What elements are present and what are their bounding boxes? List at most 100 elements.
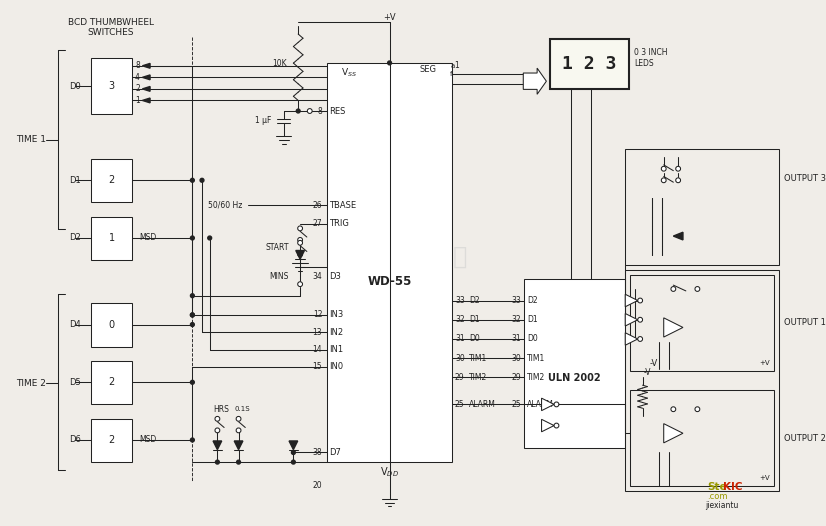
Text: 14: 14 [312, 345, 322, 354]
Circle shape [191, 313, 194, 317]
Polygon shape [142, 75, 150, 80]
Text: D1: D1 [527, 315, 538, 324]
Text: RES: RES [329, 107, 345, 116]
Text: TRIG: TRIG [329, 219, 349, 228]
Text: 1: 1 [135, 96, 140, 105]
Text: V$_{SS}$: V$_{SS}$ [341, 66, 358, 79]
Text: TIM1: TIM1 [527, 353, 545, 363]
Text: .com: .com [707, 492, 728, 501]
Circle shape [676, 166, 681, 171]
Text: D6: D6 [69, 436, 81, 444]
Text: TBASE: TBASE [329, 201, 356, 210]
Text: D3: D3 [329, 272, 341, 281]
Polygon shape [664, 318, 683, 337]
Text: 34: 34 [312, 272, 322, 281]
Polygon shape [213, 441, 221, 450]
Text: 30: 30 [455, 353, 465, 363]
Text: 13: 13 [312, 328, 322, 337]
Text: 2: 2 [135, 84, 140, 94]
Text: 31: 31 [512, 335, 521, 343]
Polygon shape [142, 64, 150, 68]
Circle shape [307, 108, 312, 114]
Text: OUTPUT 3: OUTPUT 3 [784, 174, 826, 183]
Circle shape [671, 407, 676, 412]
Text: 38: 38 [312, 448, 322, 457]
Bar [92, 58, 132, 114]
Circle shape [662, 178, 666, 183]
Circle shape [297, 282, 302, 287]
Text: 1: 1 [454, 62, 458, 70]
Text: BCD THUMBWHEEL
SWITCHES: BCD THUMBWHEEL SWITCHES [68, 18, 154, 37]
Text: D2: D2 [469, 296, 480, 305]
Text: 30: 30 [511, 353, 521, 363]
Circle shape [638, 317, 643, 322]
Text: 33: 33 [455, 296, 465, 305]
Text: 2: 2 [108, 175, 115, 185]
Polygon shape [235, 441, 243, 450]
Text: 26: 26 [312, 201, 322, 210]
Text: D0: D0 [469, 335, 480, 343]
Polygon shape [664, 423, 683, 443]
Text: a: a [450, 63, 454, 69]
Text: 0.1S: 0.1S [235, 406, 250, 412]
Circle shape [671, 287, 676, 291]
Text: 20: 20 [312, 481, 322, 490]
Text: HRS: HRS [214, 404, 230, 414]
Polygon shape [673, 232, 683, 240]
Text: 1: 1 [108, 233, 115, 243]
Circle shape [297, 240, 302, 245]
Bar [92, 419, 132, 462]
Text: 1 2 3: 1 2 3 [563, 55, 617, 73]
Text: IN2: IN2 [329, 328, 343, 337]
Text: START: START [265, 243, 288, 252]
Circle shape [191, 313, 194, 317]
Bar [92, 304, 132, 347]
Circle shape [554, 402, 559, 407]
Text: V$_{DD}$: V$_{DD}$ [380, 465, 399, 479]
Circle shape [676, 178, 681, 183]
Circle shape [191, 380, 194, 384]
Text: 15: 15 [312, 362, 322, 371]
Text: ALARM: ALARM [527, 400, 554, 409]
Circle shape [297, 109, 300, 113]
Circle shape [191, 322, 194, 327]
Text: IN1: IN1 [329, 345, 343, 354]
Circle shape [200, 178, 204, 182]
Text: 25: 25 [512, 400, 521, 409]
Circle shape [191, 438, 194, 442]
Circle shape [191, 178, 194, 182]
Text: 12: 12 [313, 310, 322, 319]
Text: TIME 2: TIME 2 [16, 379, 45, 388]
Circle shape [695, 407, 700, 412]
Polygon shape [289, 441, 297, 450]
Text: 8: 8 [317, 107, 322, 116]
Text: D1: D1 [469, 315, 480, 324]
Text: D2: D2 [527, 296, 538, 305]
Text: 1 μF: 1 μF [255, 116, 271, 125]
Text: D2: D2 [69, 234, 81, 242]
Circle shape [638, 298, 643, 303]
Text: D1: D1 [69, 176, 81, 185]
Text: 2: 2 [108, 377, 115, 387]
Polygon shape [142, 98, 150, 103]
Bar [630, 275, 774, 371]
Circle shape [236, 428, 241, 433]
Text: TIM1: TIM1 [469, 353, 487, 363]
Text: 25: 25 [455, 400, 464, 409]
Circle shape [695, 287, 700, 291]
Circle shape [216, 460, 220, 464]
Text: TIM2: TIM2 [527, 373, 545, 382]
Circle shape [208, 236, 211, 240]
Circle shape [191, 294, 194, 298]
Text: Ste: Ste [707, 482, 727, 492]
Polygon shape [542, 398, 554, 411]
Text: 27: 27 [312, 219, 322, 228]
Text: 31: 31 [455, 335, 464, 343]
Bar [92, 361, 132, 404]
Text: WD-55: WD-55 [368, 275, 411, 288]
Text: MSD: MSD [140, 234, 157, 242]
Text: jiexiantu: jiexiantu [705, 501, 738, 510]
Text: -V: -V [650, 359, 658, 368]
Text: -V: -V [643, 368, 651, 377]
Text: 33: 33 [511, 296, 521, 305]
